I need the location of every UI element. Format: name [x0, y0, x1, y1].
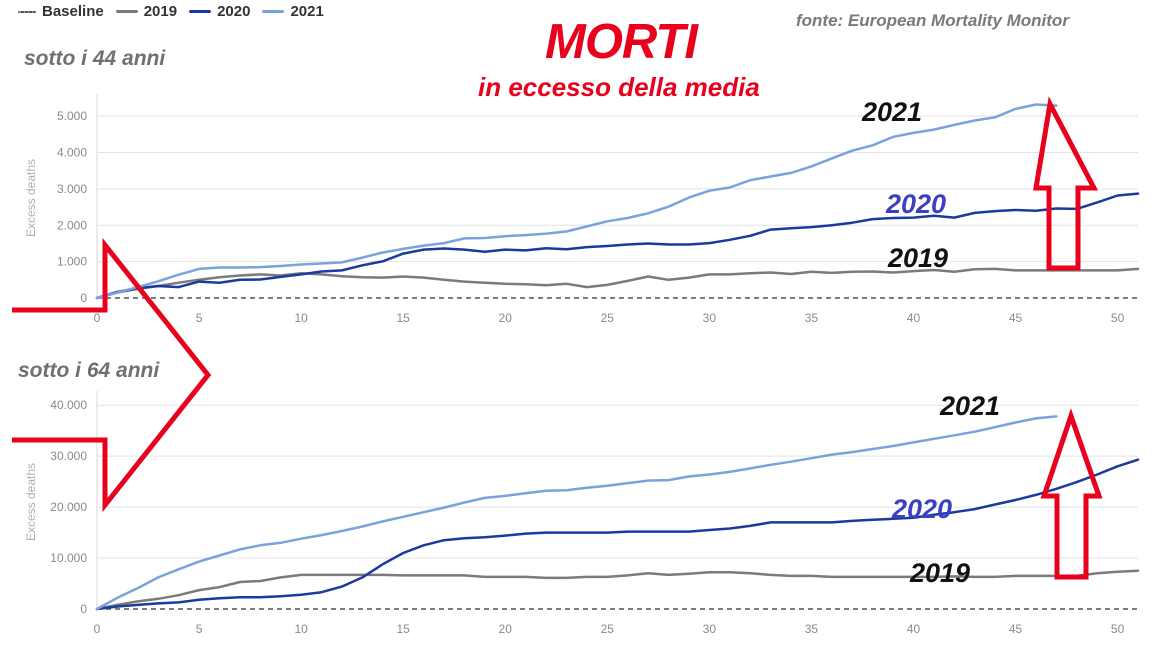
year-label-2021-bottom: 2021	[940, 391, 1001, 421]
legend-label-2020: 2020	[217, 3, 251, 20]
x-tick-label: 25	[601, 622, 615, 636]
x-tick-label: 25	[601, 311, 615, 325]
y-tick-label: 20.000	[50, 500, 87, 514]
chart-panel-under-64: 0 10.000 20.000 30.000 40.000 0 5 10 15 20 25 30 35 4…	[24, 391, 1140, 636]
y-axis-title: Excess deaths	[24, 159, 38, 237]
year-label-2021-top: 2021	[862, 97, 923, 127]
legend: Baseline 2019 2020 2021	[18, 3, 324, 20]
red-annotations	[12, 96, 1103, 580]
x-tick-label: 0	[94, 311, 101, 325]
y-tick-label: 30.000	[50, 449, 87, 463]
y-tick-label: 5.000	[57, 109, 87, 123]
x-tick-label: 15	[396, 311, 410, 325]
y-tick-label: 0	[80, 291, 87, 305]
x-tick-label: 20	[499, 311, 513, 325]
legend-label-baseline: Baseline	[42, 3, 104, 20]
year-label-2020-top: 2020	[886, 189, 947, 219]
y-tick-label: 3.000	[57, 182, 87, 196]
series-line-2019-under-64	[95, 569, 1140, 611]
x-tick-label: 10	[294, 622, 308, 636]
x-tick-label: 30	[703, 311, 717, 325]
y-tick-label: 40.000	[50, 398, 87, 412]
year-label-2020-bottom: 2020	[892, 494, 953, 524]
y-tick-label: 4.000	[57, 146, 87, 160]
x-tick-label: 10	[294, 311, 308, 325]
x-tick-label: 40	[907, 622, 921, 636]
panel-title-under-44: sotto i 44 anni	[24, 47, 166, 70]
year-label-2019-bottom: 2019	[910, 558, 971, 588]
series-line-2021-under-44	[95, 103, 1058, 300]
legend-swatch-2019	[115, 10, 138, 13]
legend-swatch-2021	[262, 10, 285, 13]
arrow-up-bottom	[1040, 408, 1103, 580]
x-tick-label: 40	[907, 311, 921, 325]
series-line-2020-under-44	[95, 192, 1140, 300]
y-tick-label: 0	[80, 602, 87, 616]
legend-swatch-2020	[189, 10, 212, 13]
x-tick-label: 45	[1009, 311, 1023, 325]
legend-item-2021[interactable]: 2021	[262, 3, 324, 20]
x-tick-label: 5	[196, 622, 203, 636]
chart-panel-under-44: 0 1.000 2.000 3.000 4.000 5.000 0 5 10 15 20 25 30 35…	[24, 94, 1140, 325]
series-line-2021-under-64	[95, 415, 1058, 611]
y-tick-label: 2.000	[57, 218, 87, 232]
y-tick-label: 10.000	[50, 551, 87, 565]
x-tick-label: 30	[703, 622, 717, 636]
legend-item-baseline[interactable]: Baseline	[18, 3, 104, 20]
arrow-right-left	[12, 237, 212, 513]
chart-subtitle: in eccesso della media	[478, 72, 760, 102]
legend-item-2020[interactable]: 2020	[189, 3, 250, 20]
panel-title-under-64: sotto i 64 anni	[18, 359, 160, 382]
x-tick-label: 50	[1111, 311, 1125, 325]
legend-item-2019[interactable]: 2019	[115, 3, 178, 20]
arrow-up-top	[1033, 96, 1099, 271]
x-tick-label: 20	[499, 622, 513, 636]
legend-label-2021: 2021	[290, 3, 324, 20]
x-tick-label: 45	[1009, 622, 1023, 636]
year-label-2019-top: 2019	[888, 243, 949, 273]
y-axis-title: Excess deaths	[24, 463, 38, 541]
x-tick-label: 0	[94, 622, 101, 636]
x-tick-label: 5	[196, 311, 203, 325]
x-tick-label: 15	[396, 622, 410, 636]
source-credit: fonte: European Mortality Monitor	[796, 11, 1069, 30]
x-tick-label: 35	[805, 622, 819, 636]
x-tick-label: 35	[805, 311, 819, 325]
chart-title: MORTI	[545, 15, 698, 69]
y-tick-label: 1.000	[57, 255, 87, 269]
legend-label-2019: 2019	[143, 3, 178, 20]
series-line-2019-under-44	[95, 267, 1140, 300]
x-tick-label: 50	[1111, 622, 1125, 636]
legend-swatch-baseline	[18, 10, 36, 13]
series-line-2020-under-64	[95, 458, 1140, 611]
